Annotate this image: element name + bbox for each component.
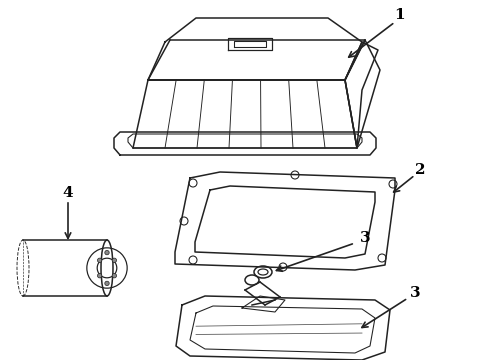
Text: 2: 2 xyxy=(415,163,425,177)
Text: 1: 1 xyxy=(394,8,405,22)
Circle shape xyxy=(105,281,109,285)
Ellipse shape xyxy=(101,240,113,296)
Text: 3: 3 xyxy=(360,231,370,245)
Circle shape xyxy=(112,258,117,262)
Circle shape xyxy=(98,258,102,262)
Circle shape xyxy=(112,274,117,278)
Circle shape xyxy=(105,251,109,255)
Circle shape xyxy=(98,274,102,278)
Text: 3: 3 xyxy=(410,286,420,300)
Text: 4: 4 xyxy=(63,186,74,200)
